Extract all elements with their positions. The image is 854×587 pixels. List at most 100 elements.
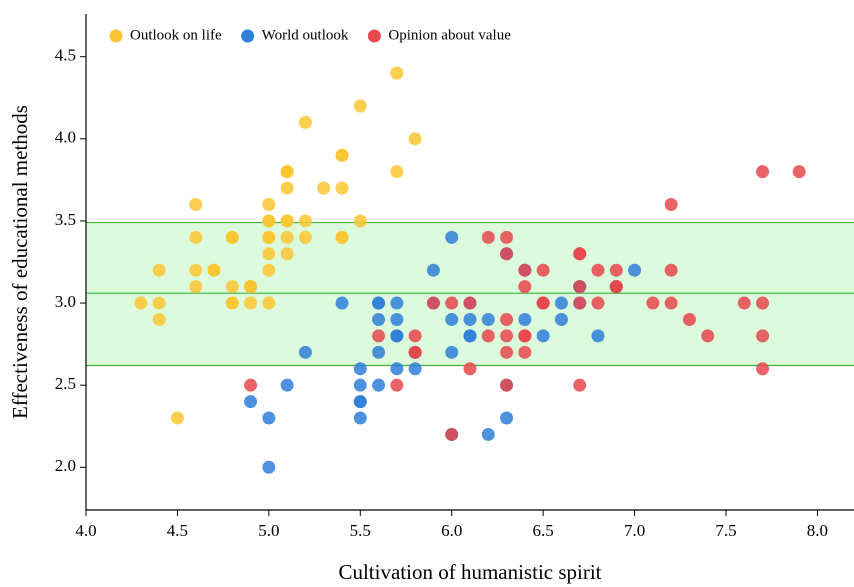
x-axis-label: Cultivation of humanistic spirit bbox=[338, 560, 601, 584]
point bbox=[573, 296, 587, 310]
point bbox=[390, 165, 404, 179]
point bbox=[408, 362, 422, 376]
point bbox=[189, 198, 203, 212]
point bbox=[262, 230, 276, 244]
point bbox=[518, 263, 532, 277]
point bbox=[500, 345, 514, 359]
point bbox=[317, 181, 331, 195]
legend-marker bbox=[367, 29, 381, 43]
y-tick-label: 2.0 bbox=[55, 456, 76, 475]
point bbox=[262, 296, 276, 310]
point bbox=[445, 427, 459, 441]
y-tick-label: 4.5 bbox=[55, 46, 76, 65]
point bbox=[664, 263, 678, 277]
point bbox=[756, 329, 770, 343]
x-tick-label: 5.0 bbox=[258, 521, 279, 540]
point bbox=[445, 345, 459, 359]
point bbox=[244, 395, 258, 409]
point bbox=[518, 329, 532, 343]
point bbox=[536, 263, 550, 277]
x-tick-label: 5.5 bbox=[350, 521, 371, 540]
point bbox=[445, 230, 459, 244]
point bbox=[372, 312, 386, 326]
x-tick-label: 6.0 bbox=[441, 521, 462, 540]
point bbox=[390, 312, 404, 326]
point bbox=[536, 296, 550, 310]
point bbox=[500, 230, 514, 244]
y-tick-label: 4.0 bbox=[55, 128, 76, 147]
point bbox=[262, 460, 276, 474]
point bbox=[372, 296, 386, 310]
point bbox=[280, 214, 294, 228]
point bbox=[682, 312, 696, 326]
point bbox=[225, 296, 239, 310]
point bbox=[426, 296, 440, 310]
point bbox=[280, 378, 294, 392]
point bbox=[262, 263, 276, 277]
legend-text: Opinion about value bbox=[388, 27, 511, 43]
point bbox=[353, 378, 367, 392]
point bbox=[573, 378, 587, 392]
point bbox=[372, 329, 386, 343]
point bbox=[445, 296, 459, 310]
point bbox=[390, 296, 404, 310]
point bbox=[756, 165, 770, 179]
point bbox=[737, 296, 751, 310]
point bbox=[481, 230, 495, 244]
point bbox=[353, 99, 367, 113]
x-tick-label: 6.5 bbox=[533, 521, 554, 540]
x-tick-label: 8.0 bbox=[807, 521, 828, 540]
point bbox=[591, 329, 605, 343]
x-tick-label: 7.5 bbox=[715, 521, 736, 540]
y-tick-label: 3.5 bbox=[55, 210, 76, 229]
point bbox=[664, 296, 678, 310]
point bbox=[280, 247, 294, 261]
point bbox=[372, 378, 386, 392]
point bbox=[463, 362, 477, 376]
y-tick-label: 2.5 bbox=[55, 374, 76, 393]
point bbox=[298, 115, 312, 129]
point bbox=[262, 214, 276, 228]
point bbox=[207, 263, 221, 277]
point bbox=[591, 296, 605, 310]
point bbox=[189, 263, 203, 277]
point bbox=[554, 296, 568, 310]
point bbox=[481, 312, 495, 326]
y-axis-label: Effectiveness of educational methods bbox=[8, 105, 32, 419]
point bbox=[262, 411, 276, 425]
point bbox=[390, 329, 404, 343]
point bbox=[280, 181, 294, 195]
point bbox=[463, 329, 477, 343]
point bbox=[225, 280, 239, 294]
point bbox=[463, 312, 477, 326]
legend-text: Outlook on life bbox=[130, 27, 222, 43]
point bbox=[353, 395, 367, 409]
point bbox=[646, 296, 660, 310]
point bbox=[262, 247, 276, 261]
point bbox=[500, 411, 514, 425]
point bbox=[408, 329, 422, 343]
point bbox=[701, 329, 715, 343]
point bbox=[756, 362, 770, 376]
point bbox=[500, 247, 514, 261]
point bbox=[170, 411, 184, 425]
point bbox=[152, 312, 166, 326]
x-tick-label: 4.0 bbox=[75, 521, 96, 540]
point bbox=[609, 280, 623, 294]
point bbox=[628, 263, 642, 277]
point bbox=[518, 280, 532, 294]
point bbox=[225, 230, 239, 244]
point bbox=[481, 329, 495, 343]
point bbox=[518, 312, 532, 326]
point bbox=[664, 198, 678, 212]
series bbox=[244, 165, 806, 441]
point bbox=[500, 378, 514, 392]
legend-marker bbox=[241, 29, 255, 43]
point bbox=[573, 280, 587, 294]
point bbox=[244, 280, 258, 294]
point bbox=[280, 230, 294, 244]
x-tick-label: 7.0 bbox=[624, 521, 645, 540]
point bbox=[262, 198, 276, 212]
point bbox=[280, 165, 294, 179]
